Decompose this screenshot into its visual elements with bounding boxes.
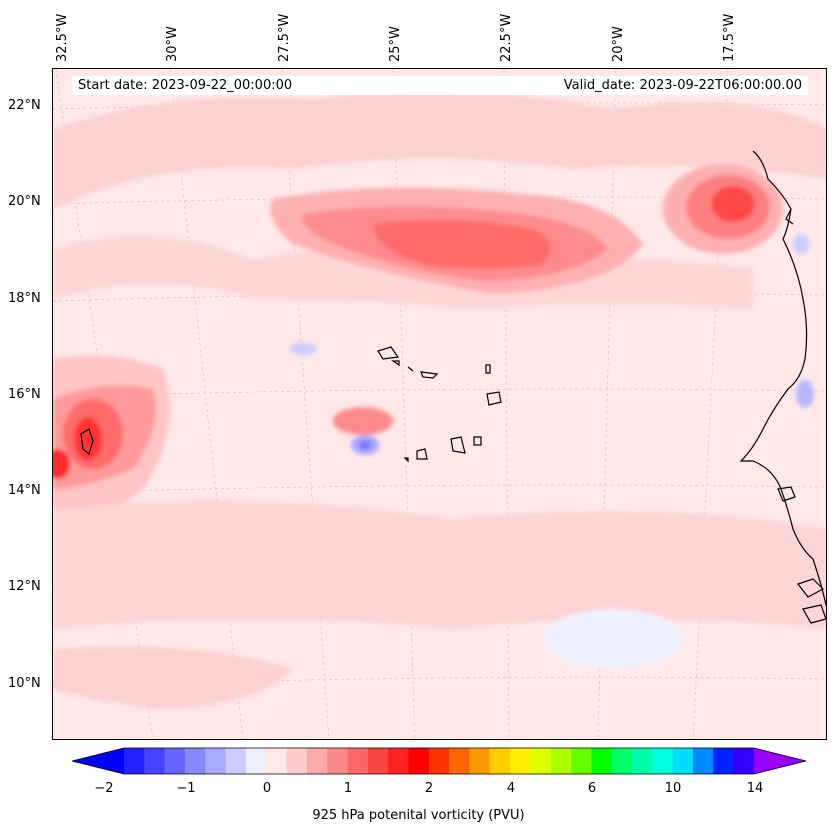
colorbar-extend-low [72, 748, 124, 774]
colorbar-swatch [652, 748, 674, 774]
colorbar-swatch [347, 748, 369, 774]
colorbar-swatch [611, 748, 633, 774]
colorbar-swatch [713, 748, 735, 774]
colorbar-swatch [449, 748, 470, 774]
longitude-label: 17.5°W [722, 13, 737, 62]
latitude-label: 14°N [8, 483, 41, 498]
colorbar-swatch [693, 748, 714, 774]
colorbar-swatch [489, 748, 511, 774]
colorbar-tick-label: 6 [587, 781, 597, 796]
colorbar-swatch [571, 748, 592, 774]
colorbar-extend-high [754, 748, 806, 774]
colorbar-swatch [428, 748, 450, 774]
colorbar-tick-label: 0 [262, 781, 272, 796]
colorbar-swatch [550, 748, 572, 774]
longitude-label: 32.5°W [55, 13, 70, 62]
colorbar-swatch [367, 748, 389, 774]
valid-date-text: Valid_date: 2023-09-22T06:00:00.00 [563, 78, 802, 93]
latitude-label: 12°N [8, 579, 41, 594]
colorbar-swatch [408, 748, 430, 774]
colorbar-tick-label: 14 [746, 781, 764, 796]
colorbar-swatch [225, 748, 247, 774]
colorbar-swatch [266, 748, 288, 774]
latitude-label: 20°N [8, 194, 41, 209]
colorbar-tick-label: 10 [664, 781, 682, 796]
longitude-label: 27.5°W [277, 13, 292, 62]
colorbar-outline [71, 747, 807, 775]
colorbar-swatch [672, 748, 694, 774]
map-panel [52, 68, 827, 740]
longitude-label: 30°W [165, 26, 180, 62]
colorbar-swatch [245, 748, 267, 774]
latitude-label: 18°N [8, 291, 41, 306]
colorbar-tick-label: 2 [424, 781, 434, 796]
colorbar-tick-label: −2 [94, 781, 114, 796]
start-date-text: Start date: 2023-09-22_00:00:00 [78, 78, 293, 93]
colorbar-swatch [205, 748, 227, 774]
colorbar-swatch [327, 748, 349, 774]
colorbar-swatch [164, 748, 186, 774]
colorbar-tick-label: 4 [506, 781, 516, 796]
colorbar-swatch [286, 748, 308, 774]
colorbar-swatch [388, 748, 410, 774]
coastlines [80, 150, 826, 624]
potential-vorticity-field [53, 69, 826, 739]
colorbar-swatch [184, 748, 206, 774]
colorbar-swatch [306, 748, 328, 774]
longitude-label: 22.5°W [499, 13, 514, 62]
latitude-label: 22°N [8, 98, 41, 113]
colorbar-label: 925 hPa potenital vorticity (PVU) [312, 808, 525, 823]
colorbar-swatch [469, 748, 491, 774]
colorbar-swatch [530, 748, 552, 774]
colorbar-swatch [144, 748, 166, 774]
colorbar [71, 747, 807, 775]
colorbar-swatch [632, 748, 653, 774]
colorbar-swatch [510, 748, 531, 774]
colorbar-swatch [591, 748, 613, 774]
info-bar: Start date: 2023-09-22_00:00:00 Valid_da… [72, 76, 808, 95]
colorbar-swatch [124, 748, 145, 774]
latitude-label: 16°N [8, 387, 41, 402]
colorbar-tick-label: −1 [176, 781, 196, 796]
vorticity-contours [53, 91, 826, 709]
colorbar-tick-label: 1 [343, 781, 353, 796]
colorbar-swatch [733, 748, 755, 774]
longitude-label: 25°W [388, 26, 403, 62]
longitude-label: 20°W [611, 26, 626, 62]
latitude-label: 10°N [8, 676, 41, 691]
